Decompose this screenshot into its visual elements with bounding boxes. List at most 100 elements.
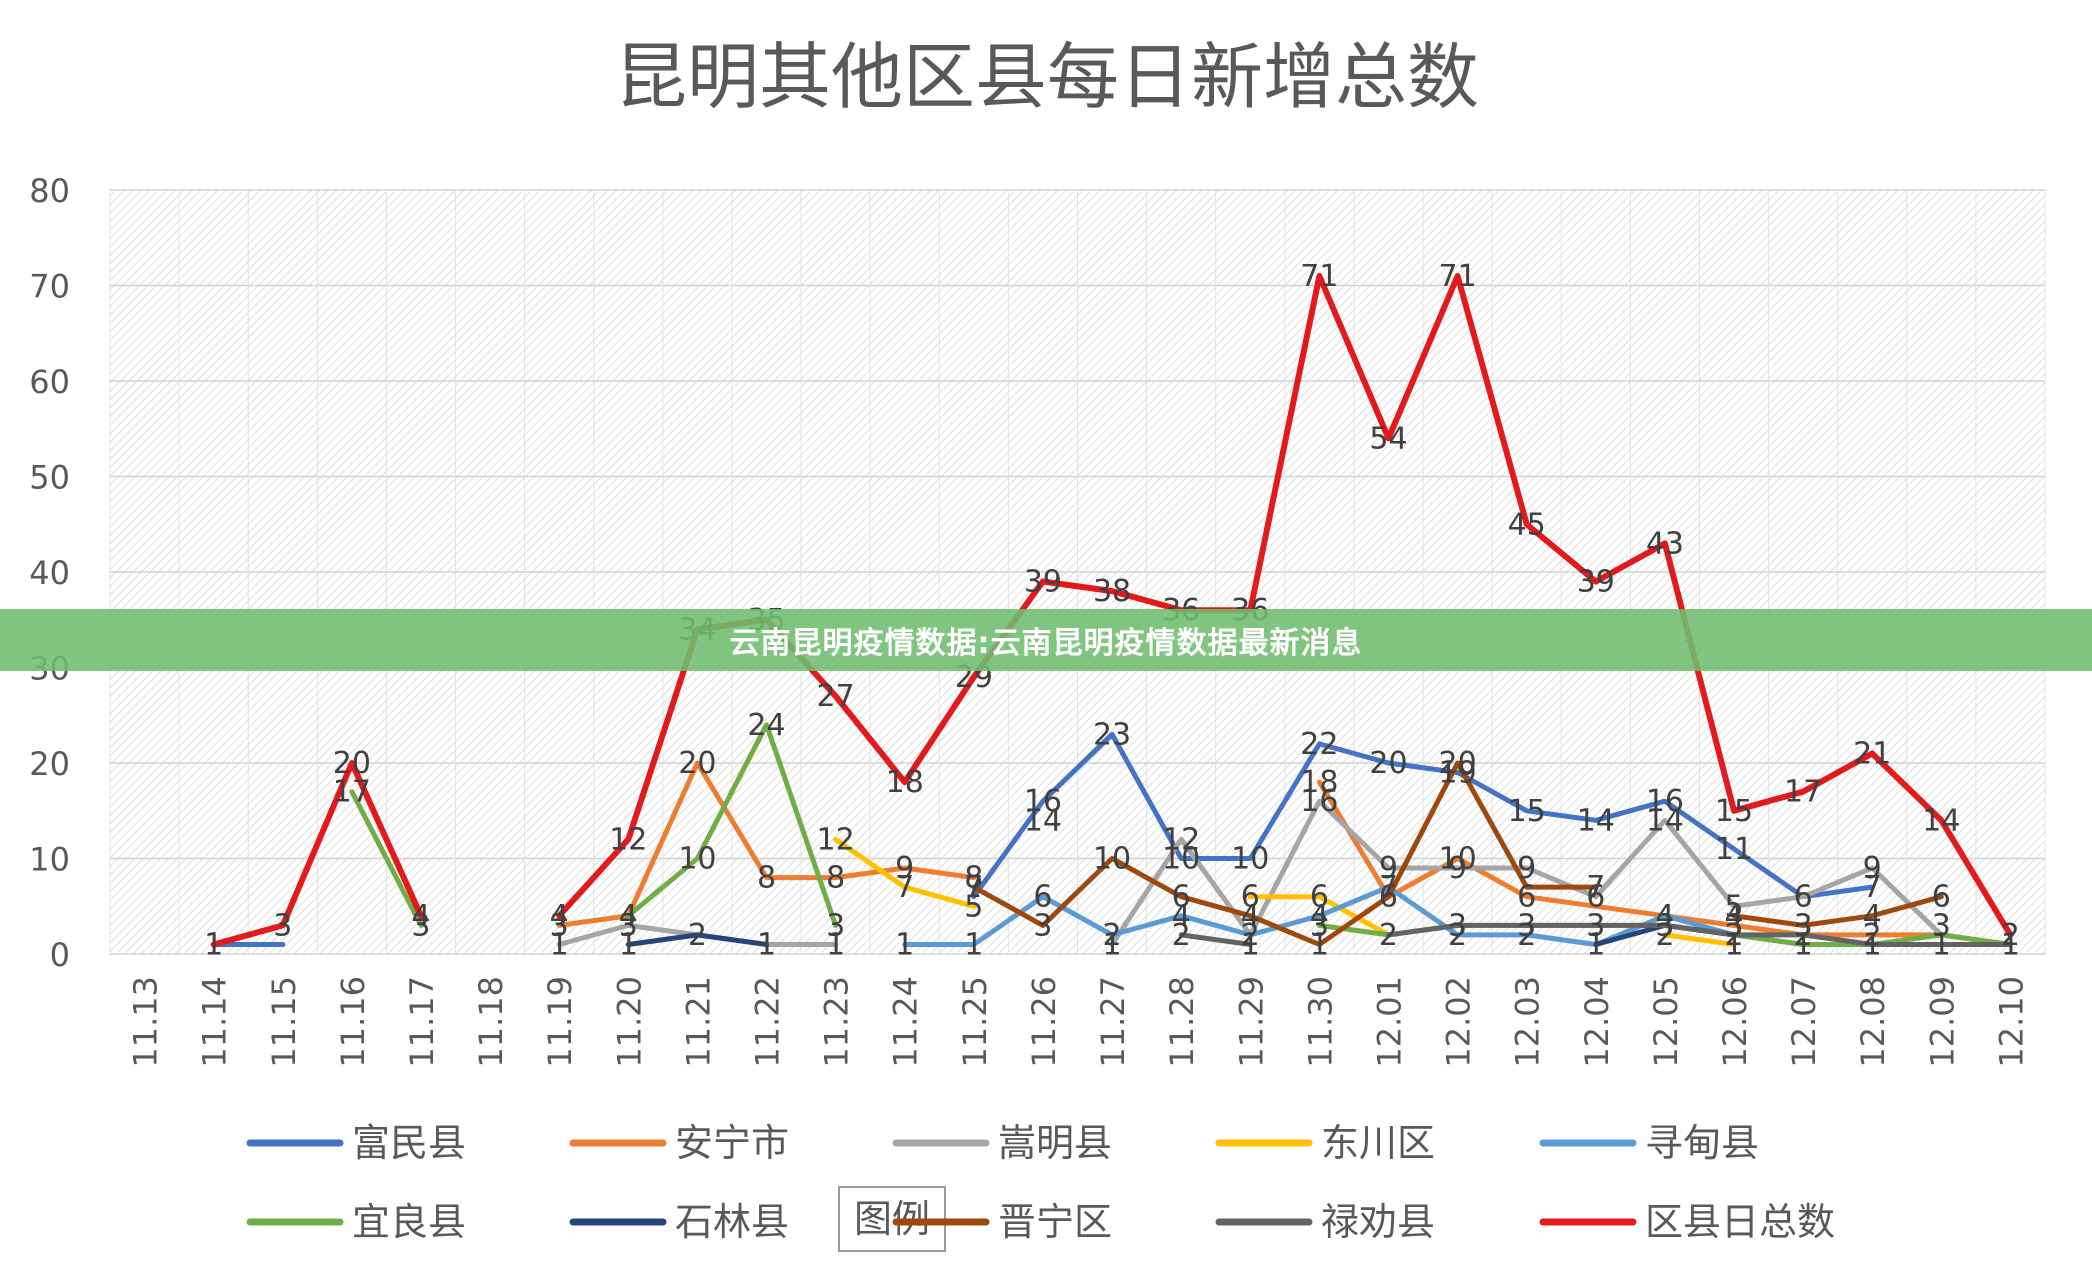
data-label: 18 <box>1300 765 1338 800</box>
data-label: 20 <box>1438 746 1476 781</box>
data-label: 1 <box>757 927 776 962</box>
data-label: 12 <box>1162 822 1200 857</box>
data-label: 10 <box>1162 842 1200 877</box>
series-line-3 <box>833 836 977 909</box>
x-tick-label: 12.03 <box>1509 976 1547 1068</box>
data-label: 38 <box>1093 574 1131 609</box>
x-tick-label: 11.21 <box>679 976 717 1068</box>
x-tick-label: 11.24 <box>887 976 925 1068</box>
data-label: 2 <box>1863 918 1882 953</box>
data-label: 1 <box>619 927 638 962</box>
data-label: 16 <box>1646 784 1684 819</box>
data-label: 1 <box>1103 927 1122 962</box>
data-label: 71 <box>1438 259 1476 294</box>
data-label: 8 <box>826 861 845 896</box>
data-label: 4 <box>619 899 638 934</box>
y-tick-label: 80 <box>29 172 70 210</box>
data-labels: 1320173413412431342010235248127128311897… <box>204 259 2020 963</box>
data-label: 3 <box>1794 908 1813 943</box>
x-tick-label: 12.10 <box>1992 976 2030 1068</box>
data-label: 3 <box>1932 908 1951 943</box>
legend-label: 晋宁区 <box>998 1200 1112 1244</box>
data-label: 3 <box>273 908 292 943</box>
data-label: 16 <box>1024 784 1062 819</box>
data-label: 14 <box>1577 803 1615 838</box>
data-label: 8 <box>964 861 983 896</box>
data-label: 1 <box>1863 927 1882 962</box>
series-line-3 <box>1247 894 1391 938</box>
data-label: 6 <box>1932 880 1951 915</box>
data-label: 39 <box>1024 565 1062 600</box>
data-label: 2 <box>1794 918 1813 953</box>
legend-label: 嵩明县 <box>998 1121 1112 1165</box>
data-label: 23 <box>1093 717 1131 752</box>
data-label: 1 <box>1586 927 1605 962</box>
data-label: 7 <box>895 870 914 905</box>
data-label: 45 <box>1508 507 1546 542</box>
data-label: 3 <box>1310 908 1329 943</box>
data-label: 1 <box>1241 927 1260 962</box>
series-line-8 <box>1178 932 1253 947</box>
y-tick-label: 50 <box>29 459 70 497</box>
data-label: 14 <box>1922 803 1960 838</box>
x-tick-label: 11.22 <box>749 976 787 1068</box>
data-label: 20 <box>1369 746 1407 781</box>
data-label: 2 <box>1448 918 1467 953</box>
data-label: 2 <box>1172 918 1191 953</box>
x-tick-label: 11.30 <box>1301 976 1339 1068</box>
data-label: 9 <box>1863 851 1882 886</box>
series-line-3 <box>1662 932 1737 947</box>
x-tick-label: 12.04 <box>1578 976 1616 1068</box>
series-line-5 <box>349 789 424 928</box>
data-label: 3 <box>1033 908 1052 943</box>
data-label: 1 <box>2001 927 2020 962</box>
legend-label: 富民县 <box>352 1121 466 1165</box>
x-tick-label: 11.14 <box>196 976 234 1068</box>
data-label: 15 <box>1715 794 1753 829</box>
data-label: 3 <box>1586 908 1605 943</box>
data-label: 8 <box>757 861 776 896</box>
legend-label: 石林县 <box>675 1200 789 1244</box>
data-label: 6 <box>1379 880 1398 915</box>
data-label: 6 <box>1310 880 1329 915</box>
data-label: 12 <box>609 822 647 857</box>
data-label: 16 <box>1300 784 1338 819</box>
series-line-9 <box>210 760 424 948</box>
data-label: 2 <box>1241 918 1260 953</box>
x-tick-label: 11.26 <box>1025 976 1063 1068</box>
data-label: 39 <box>1577 565 1615 600</box>
data-label: 2 <box>688 918 707 953</box>
data-label: 20 <box>678 746 716 781</box>
data-label: 4 <box>1241 899 1260 934</box>
data-label: 3 <box>1724 908 1743 943</box>
x-tick-label: 11.23 <box>818 976 856 1068</box>
y-tick-label: 10 <box>29 841 70 879</box>
data-label: 1 <box>895 927 914 962</box>
data-label: 21 <box>1853 736 1891 771</box>
data-label: 2 <box>1379 918 1398 953</box>
data-label: 3 <box>550 908 569 943</box>
data-label: 4 <box>550 899 569 934</box>
data-label: 4 <box>1863 899 1882 934</box>
data-label: 4 <box>1655 899 1674 934</box>
data-label: 3 <box>1448 908 1467 943</box>
data-label: 9 <box>895 851 914 886</box>
data-label: 1 <box>964 927 983 962</box>
series-line-0 <box>971 731 1875 900</box>
x-tick-label: 12.05 <box>1647 976 1685 1068</box>
data-label: 2 <box>1103 918 1122 953</box>
x-tick-label: 12.01 <box>1370 976 1408 1068</box>
x-tick-label: 11.27 <box>1094 976 1132 1068</box>
data-label: 6 <box>1517 880 1536 915</box>
y-tick-label: 40 <box>29 554 70 592</box>
data-label: 6 <box>1172 880 1191 915</box>
data-label: 3 <box>1655 908 1674 943</box>
data-label: 2 <box>1655 918 1674 953</box>
data-label: 6 <box>1586 880 1605 915</box>
data-label: 1 <box>550 927 569 962</box>
data-label: 2 <box>1517 918 1536 953</box>
data-label: 5 <box>964 889 983 924</box>
data-label: 4 <box>1172 899 1191 934</box>
legend-label: 禄劝县 <box>1321 1200 1435 1244</box>
